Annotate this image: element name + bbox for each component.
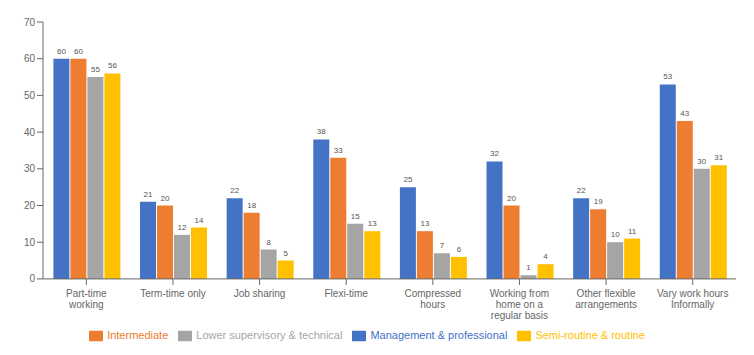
svg-text:4: 4 [543,252,548,261]
svg-text:20: 20 [507,194,516,203]
svg-text:Other flexiblearrangements: Other flexiblearrangements [575,288,637,310]
svg-text:20: 20 [24,200,36,211]
svg-text:22: 22 [577,186,586,195]
svg-text:Term-time only: Term-time only [140,288,206,299]
svg-text:60: 60 [74,47,83,56]
svg-text:10: 10 [611,230,620,239]
svg-text:10: 10 [24,237,36,248]
svg-text:8: 8 [266,238,271,247]
svg-text:30: 30 [24,163,36,174]
svg-text:15: 15 [351,212,360,221]
svg-text:Vary work hoursInformally: Vary work hoursInformally [657,288,729,310]
svg-text:6: 6 [457,245,462,254]
svg-text:43: 43 [680,109,689,118]
svg-text:13: 13 [420,219,429,228]
svg-text:Flexi-time: Flexi-time [325,288,369,299]
svg-text:14: 14 [195,216,204,225]
svg-text:20: 20 [161,194,170,203]
svg-text:Job sharing: Job sharing [234,288,286,299]
html-text:Management & professional: Management & professional [370,328,508,341]
html-text:Semi-routine & routine: Semi-routine & routine [535,328,645,341]
svg-text:12: 12 [178,223,187,232]
svg-text:38: 38 [317,127,326,136]
svg-text:60: 60 [24,53,36,64]
svg-text:0: 0 [29,273,35,284]
svg-text:Part-timeworking: Part-timeworking [66,288,107,310]
svg-text:60: 60 [57,47,66,56]
svg-text:Working fromhome on aregular b: Working fromhome on aregular basis [490,288,549,321]
svg-text:40: 40 [24,127,36,138]
svg-text:50: 50 [24,90,36,101]
svg-text:18: 18 [247,201,256,210]
html-text:Intermediate: Intermediate [107,328,169,341]
html-text:Lower supervisory & technical: Lower supervisory & technical [196,328,343,341]
svg-text:53: 53 [663,72,672,81]
svg-text:33: 33 [334,146,343,155]
svg-text:Compressedhours: Compressedhours [404,288,461,310]
svg-text:32: 32 [490,149,499,158]
svg-text:22: 22 [230,186,239,195]
svg-text:56: 56 [108,61,117,70]
svg-text:30: 30 [697,157,706,166]
svg-text:19: 19 [594,197,603,206]
svg-text:31: 31 [714,153,723,162]
svg-text:1: 1 [526,263,531,272]
svg-text:25: 25 [403,175,412,184]
svg-text:55: 55 [91,65,100,74]
svg-text:5: 5 [283,249,288,258]
svg-text:21: 21 [144,190,153,199]
svg-text:70: 70 [24,17,36,28]
svg-text:11: 11 [628,227,637,236]
svg-text:7: 7 [440,241,445,250]
svg-text:13: 13 [368,219,377,228]
